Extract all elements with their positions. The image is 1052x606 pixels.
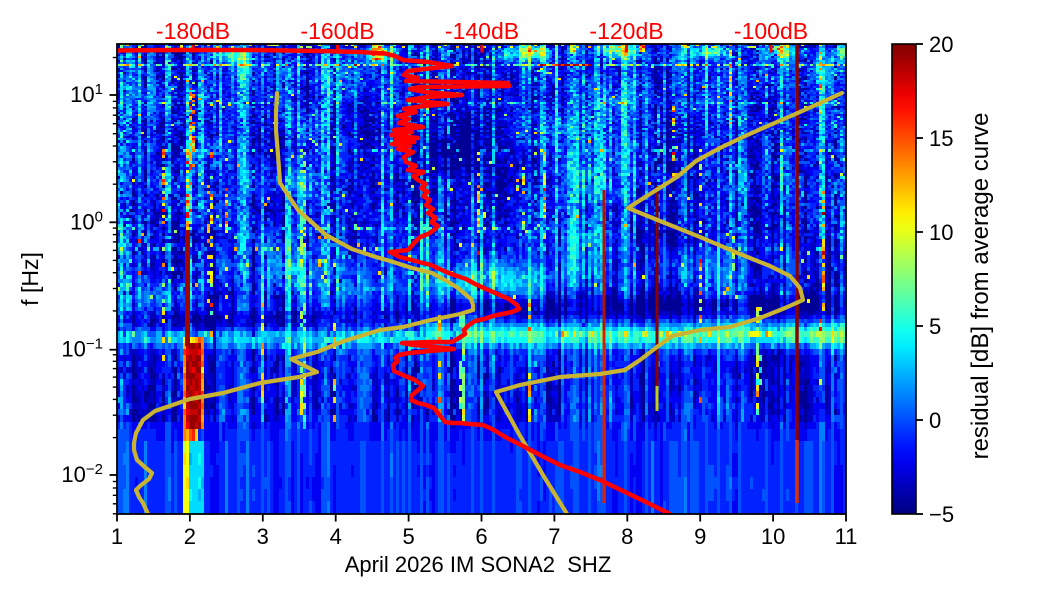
svg-text:11: 11 [835,524,858,549]
svg-text:-120dB: -120dB [589,18,663,44]
svg-text:April 2026 IM SONA2 SHZ: April 2026 IM SONA2 SHZ [345,552,612,577]
svg-text:f [Hz]: f [Hz] [17,252,43,306]
svg-text:-100dB: -100dB [734,18,808,44]
svg-text:1: 1 [111,524,123,549]
svg-text:7: 7 [548,524,560,549]
svg-text:residual [dB] from average cur: residual [dB] from average curve [967,113,994,460]
svg-text:5: 5 [929,314,941,339]
svg-text:20: 20 [929,32,953,57]
svg-text:4: 4 [330,524,342,549]
svg-text:10: 10 [761,524,785,549]
svg-text:3: 3 [257,524,269,549]
svg-text:10: 10 [929,220,953,245]
svg-text:5: 5 [402,524,414,549]
svg-text:15: 15 [929,126,953,151]
svg-text:−5: −5 [929,502,954,527]
svg-text:-160dB: -160dB [300,18,374,44]
svg-text:0: 0 [929,408,941,433]
svg-text:-140dB: -140dB [445,18,519,44]
svg-text:2: 2 [184,524,196,549]
svg-text:8: 8 [621,524,633,549]
svg-text:-180dB: -180dB [156,18,230,44]
svg-text:6: 6 [475,524,487,549]
svg-text:9: 9 [694,524,706,549]
